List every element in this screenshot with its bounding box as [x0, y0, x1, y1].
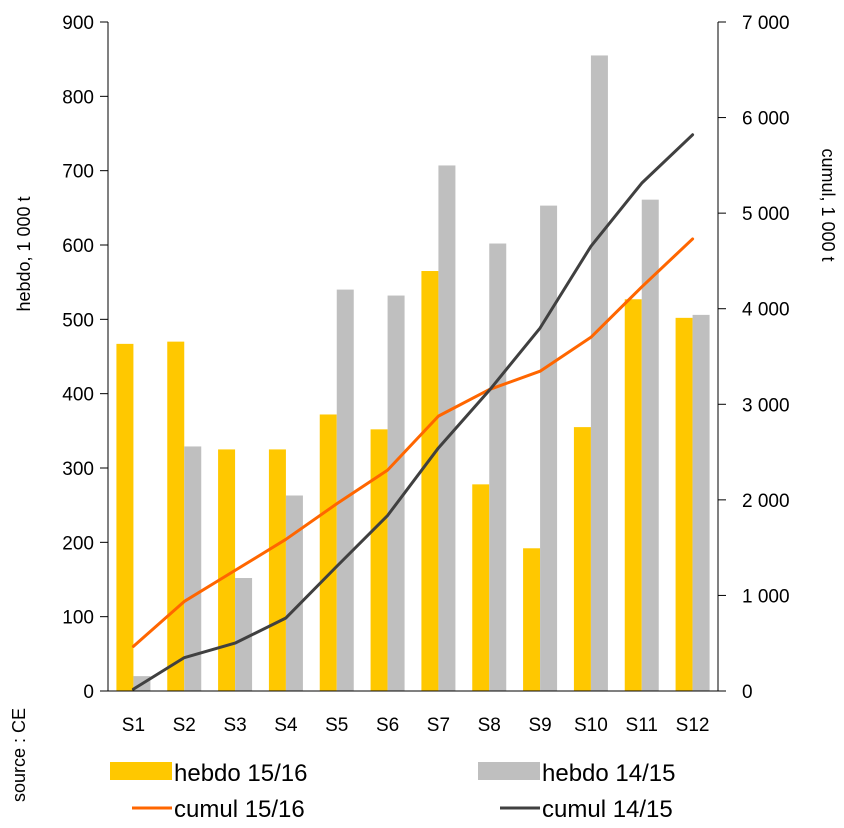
- legend-label-hebdo-1516: hebdo 15/16: [174, 760, 307, 787]
- left-tick-label: 200: [62, 533, 94, 554]
- bar-hebdo-1516-s5: [319, 414, 337, 691]
- bar-hebdo-1516-s12: [675, 317, 693, 691]
- bar-hebdo-1516-s2: [167, 341, 185, 691]
- line-cumul-1516: [131, 237, 695, 648]
- legend-label-hebdo-1415: hebdo 14/15: [542, 760, 675, 787]
- labels-layer: 0 100 200 300 400 500 600 700 800 900 0 1 000 2 000 3…: [9, 13, 838, 802]
- left-tick-label: 700: [62, 162, 94, 183]
- legend-label-cumul-1415: cumul 14/15: [542, 796, 673, 823]
- left-tick-label: 900: [62, 13, 94, 34]
- left-tick-label: 300: [62, 459, 94, 480]
- right-tick-label: 5 000: [742, 204, 790, 225]
- bar-hebdo-1415-s5: [336, 289, 354, 691]
- bar-hebdo-1516-s7: [421, 271, 439, 691]
- right-tick-label: 3 000: [742, 395, 790, 416]
- legend-swatch-hebdo-1415: [478, 762, 540, 780]
- line-cumul-1415: [131, 133, 695, 691]
- x-tick-label: S3: [223, 715, 246, 736]
- axes-layer: [100, 21, 726, 692]
- legend-label-cumul-1516: cumul 15/16: [174, 796, 305, 823]
- x-tick-label: S4: [274, 715, 298, 736]
- bar-hebdo-1415-s9: [540, 205, 558, 691]
- bar-hebdo-1415-s7: [438, 165, 456, 692]
- x-tick-label: S10: [574, 715, 608, 736]
- source-note: source : CE: [9, 708, 29, 802]
- bar-hebdo-1516-s4: [268, 449, 286, 691]
- x-tick-label: S12: [676, 715, 710, 736]
- legend-swatch-hebdo-1516: [110, 762, 172, 780]
- left-tick-label: 500: [62, 310, 94, 331]
- x-tick-label: S9: [528, 715, 551, 736]
- bar-hebdo-1516-s6: [370, 429, 388, 691]
- right-tick-label: 2 000: [742, 491, 790, 512]
- left-tick-label: 600: [62, 236, 94, 257]
- x-tick-label: S8: [478, 715, 501, 736]
- x-tick-label: S11: [626, 715, 658, 736]
- bar-hebdo-1516-s10: [573, 427, 591, 691]
- legend: hebdo 15/16 hebdo 14/15 cumul 15/16 cumul 1…: [110, 760, 675, 823]
- bar-hebdo-1415-s2: [184, 446, 202, 691]
- bar-hebdo-1516-s8: [472, 484, 490, 691]
- bar-hebdo-1415-s8: [489, 243, 507, 691]
- right-tick-label: 7 000: [742, 13, 790, 34]
- x-tick-label: S5: [325, 715, 348, 736]
- left-tick-label: 100: [62, 608, 94, 629]
- lines-layer: [131, 133, 695, 691]
- x-tick-label: S7: [427, 715, 450, 736]
- right-tick-label: 6 000: [742, 109, 790, 130]
- x-tick-label: S2: [173, 715, 196, 736]
- left-tick-label: 400: [62, 385, 94, 406]
- bar-hebdo-1415-s6: [387, 295, 405, 691]
- left-tick-label: 0: [83, 682, 94, 703]
- left-tick-label: 800: [62, 87, 94, 108]
- bar-hebdo-1415-s10: [590, 55, 608, 691]
- right-tick-label: 1 000: [742, 586, 790, 607]
- x-tick-label: S1: [122, 715, 145, 736]
- bar-hebdo-1516-s9: [523, 548, 541, 691]
- x-tick-label: S6: [376, 715, 399, 736]
- right-axis-title: cumul, 1 000 t: [818, 148, 838, 261]
- bar-hebdo-1516-s3: [218, 449, 236, 691]
- bar-hebdo-1415-s4: [285, 495, 303, 691]
- bar-hebdo-1415-s3: [235, 578, 253, 691]
- bars-layer: [116, 55, 710, 692]
- right-tick-label: 4 000: [742, 300, 790, 321]
- bar-hebdo-1516-s11: [624, 299, 642, 691]
- bar-hebdo-1415-s12: [692, 314, 710, 691]
- left-axis-title: hebdo, 1 000 t: [14, 196, 34, 311]
- bar-hebdo-1415-s11: [641, 199, 659, 691]
- bar-hebdo-1516-s1: [116, 343, 134, 691]
- right-tick-label: 0: [742, 682, 753, 703]
